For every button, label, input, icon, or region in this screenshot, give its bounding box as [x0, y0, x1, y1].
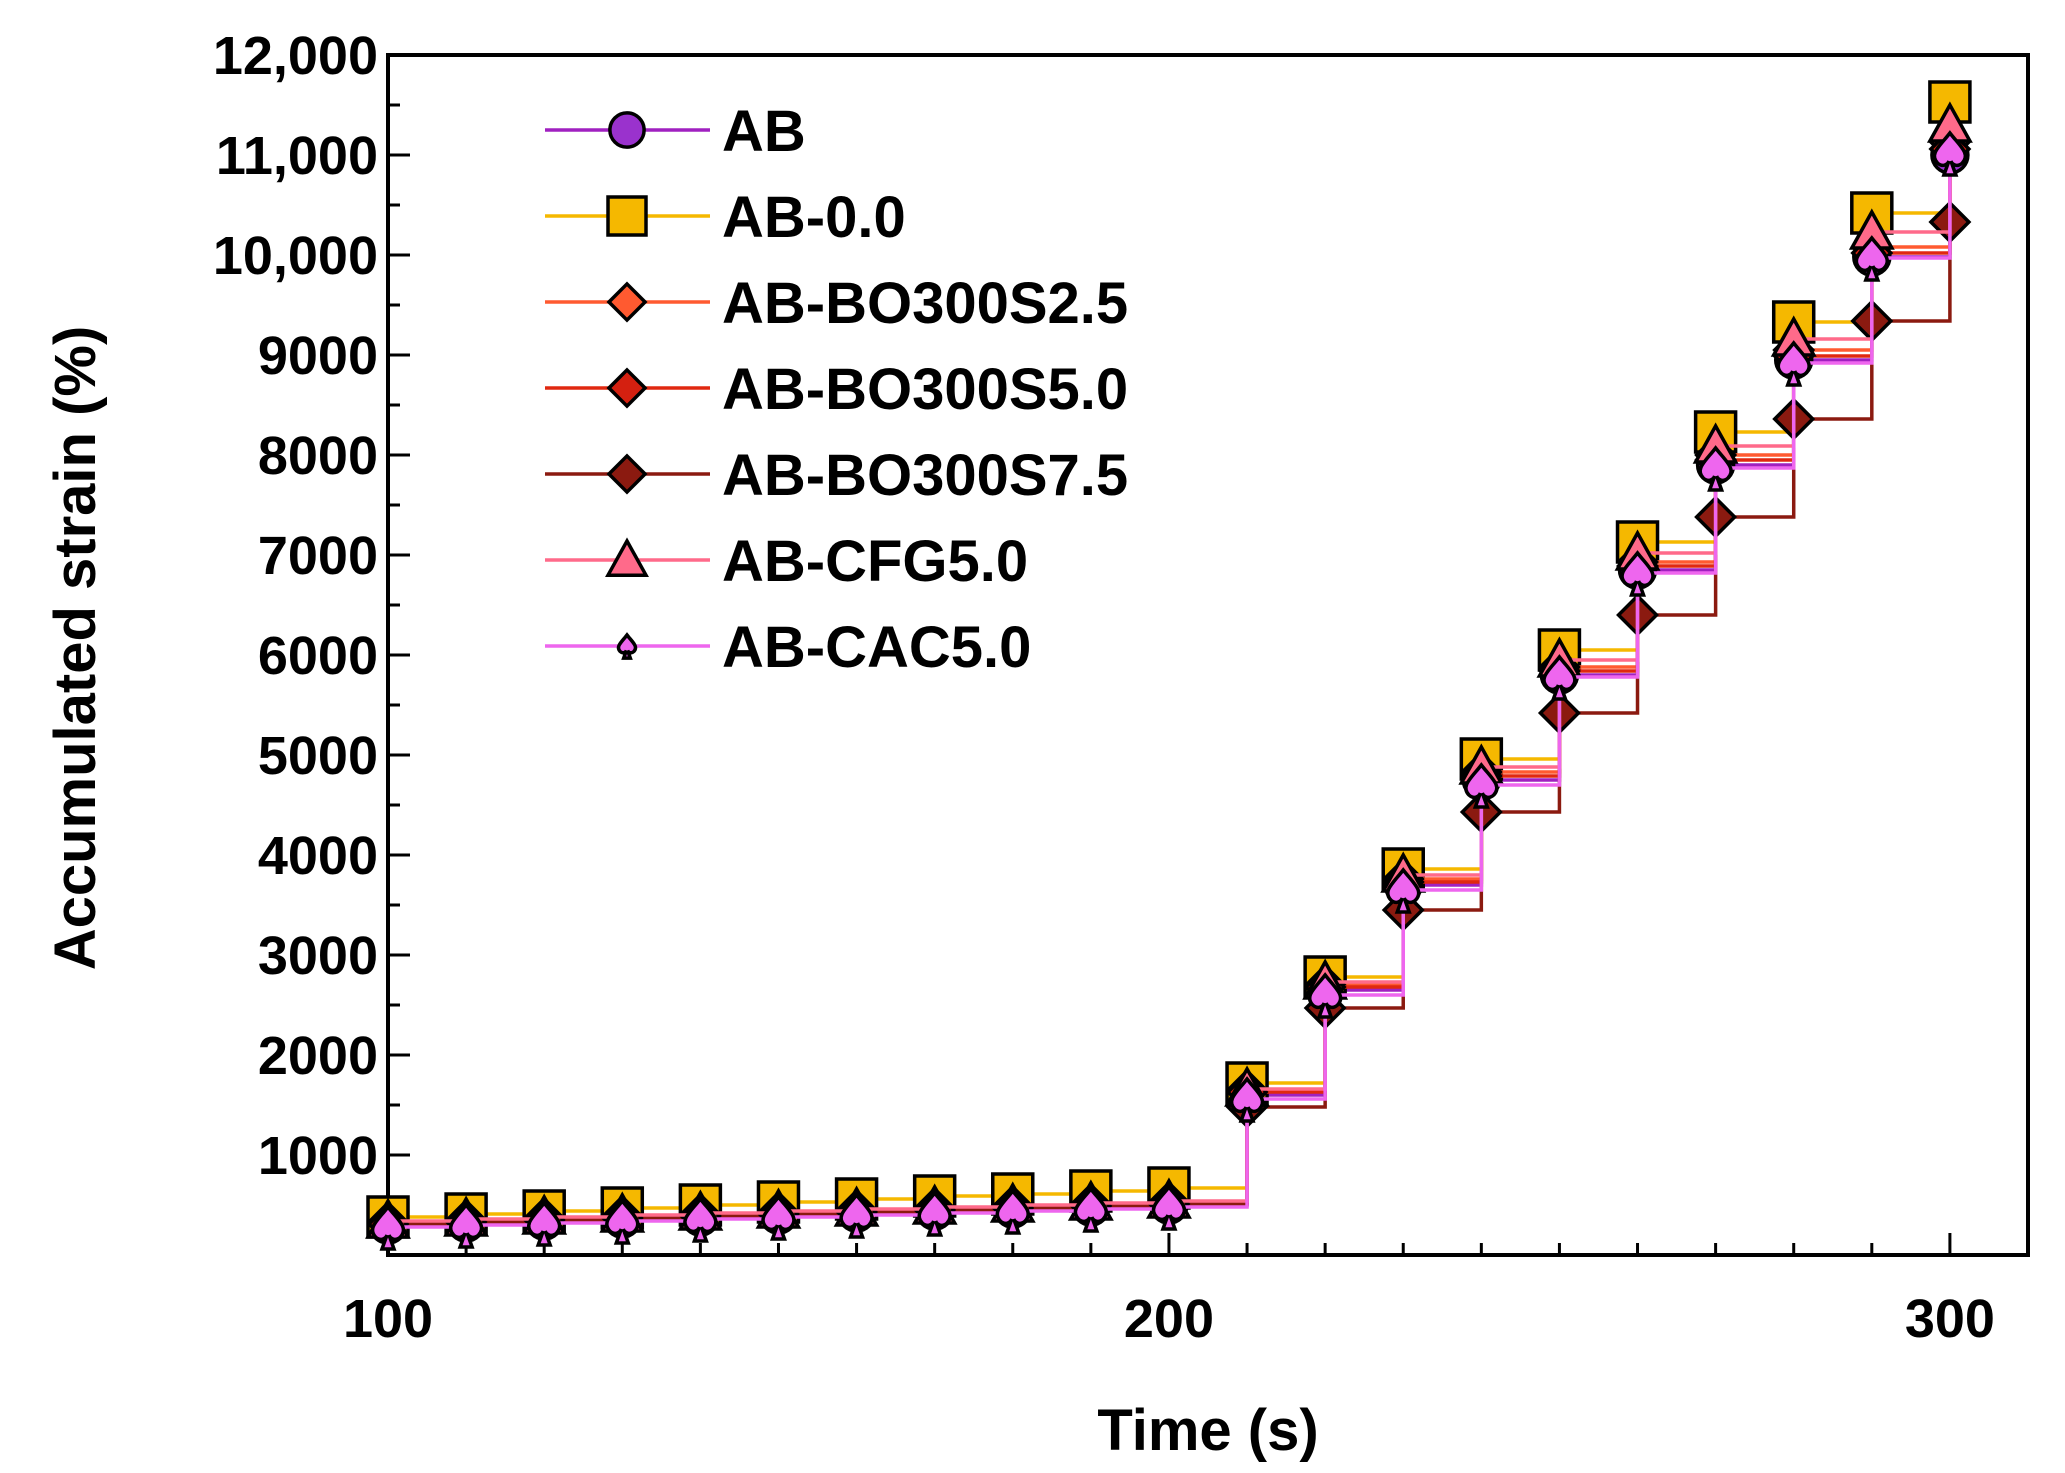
legend-label: AB-BO300S2.5	[722, 271, 1128, 336]
y-tick-label: 11,000	[216, 126, 378, 186]
legend-item: AB	[545, 99, 806, 164]
series-AB-BO300S7.5: AB-BO300S7.5: t=100 s, 310%AB-BO300S7.5:…	[366, 200, 1972, 1246]
legend-label: AB	[722, 99, 806, 164]
y-tick-label: 4000	[258, 826, 378, 886]
legend-marker	[606, 367, 648, 409]
x-axis-title: Time (s)	[1097, 1398, 1318, 1463]
y-tick-label: 5000	[258, 726, 378, 786]
y-tick-label: 8000	[258, 426, 378, 486]
series-AB-CAC5.0: AB-CAC5.0: t=100 s, 280% AB-CAC5.0: t=110…	[370, 130, 1968, 1251]
legend-item: AB-BO300S2.5	[545, 271, 1128, 336]
series-AB-BO300S5.0: AB-BO300S5.0: t=100 s, 320%AB-BO300S5.0:…	[366, 127, 1972, 1245]
data-point: AB-CAC5.0: t=280 s, 8920%	[1776, 340, 1811, 387]
data-point: AB-CAC5.0: t=120 s, 320%	[526, 1200, 562, 1247]
data-point: AB-CAC5.0: t=140 s, 360%	[683, 1196, 718, 1243]
y-tick-label: 2000	[258, 1026, 378, 1086]
data-point: AB-CAC5.0: t=130 s, 340%	[605, 1198, 640, 1245]
data-point: AB-CAC5.0: t=200 s, 480%	[1151, 1184, 1187, 1231]
y-tick-label: 6000	[258, 626, 378, 686]
x-tick-label: 200	[1124, 1289, 1214, 1349]
y-axis-ticks: 1000 2000 3000 4000 5000 6000 7000 8000 9000 10,0…	[213, 26, 410, 1207]
y-tick-label: 10,000	[213, 226, 378, 286]
y-tick-label: 12,000	[213, 26, 378, 86]
x-tick-label: 300	[1905, 1289, 1995, 1349]
y-tick-label: 3000	[258, 926, 378, 986]
data-point: AB-CAC5.0: t=160 s, 400%	[839, 1192, 874, 1239]
y-tick-label: 1000	[258, 1126, 378, 1186]
legend-item: AB-BO300S5.0	[545, 357, 1128, 422]
data-point: AB-CAC5.0: t=240 s, 4700%	[1464, 762, 1499, 809]
legend-item: AB-CFG5.0	[545, 529, 1028, 594]
data-point: AB-CAC5.0: t=150 s, 380%	[761, 1194, 796, 1241]
legend-item: AB-CAC5.0	[545, 615, 1031, 680]
series-layer: AB: t=100 s, 300%AB: t=110 s, 320%AB: t=…	[365, 80, 1973, 1251]
series-AB-0.0: AB-0.0: t=100 s, 380%AB-0.0: t=110 s, 41…	[366, 80, 1972, 1239]
legend-label: AB-BO300S7.5	[722, 443, 1128, 508]
legend-item: AB-BO300S7.5	[545, 443, 1128, 508]
legend-marker	[616, 632, 638, 660]
data-point: AB-CAC5.0: t=100 s, 280%	[370, 1204, 406, 1251]
x-axis-ticks: 100 200 300	[343, 1233, 2030, 1349]
data-point: AB-CAC5.0: t=170 s, 420%	[917, 1190, 952, 1237]
data-point: AB-CAC5.0: t=270 s, 7870%	[1698, 445, 1733, 492]
series-AB-BO300S2.5: AB-BO300S2.5: t=100 s, 330%AB-BO300S2.5:…	[366, 120, 1972, 1244]
legend-marker	[606, 453, 648, 495]
data-point: AB-CAC5.0: t=260 s, 6820%	[1620, 550, 1655, 597]
legend-marker	[608, 111, 646, 149]
data-point: AB-CAC5.0: t=230 s, 3650%	[1386, 867, 1421, 914]
data-point: AB-CAC5.0: t=180 s, 440%	[995, 1188, 1030, 1235]
legend-label: AB-CAC5.0	[722, 615, 1031, 680]
data-point: AB-CAC5.0: t=110 s, 300%	[448, 1202, 484, 1249]
data-point: AB-CAC5.0: t=300 s, 11020%	[1932, 130, 1968, 177]
data-point: AB-CAC5.0: t=290 s, 9970%	[1854, 235, 1890, 282]
data-point: AB-CAC5.0: t=220 s, 2600%	[1307, 972, 1343, 1019]
legend-marker	[606, 195, 648, 237]
legend-label: AB-0.0	[722, 185, 906, 250]
legend: AB AB-0.0 AB-BO300S2.5 AB-BO300S5.0 AB-BO300…	[545, 99, 1128, 680]
legend-label: AB-BO300S5.0	[722, 357, 1128, 422]
y-tick-label: 9000	[258, 326, 378, 386]
x-tick-label: 100	[343, 1289, 433, 1349]
y-axis-title: Accumulated strain (%)	[43, 326, 108, 971]
legend-marker	[606, 281, 648, 323]
series-AB-CFG5.0: AB-CFG5.0: t=100 s, 340%AB-CFG5.0: t=110…	[365, 101, 1973, 1239]
legend-item: AB-0.0	[545, 185, 906, 250]
data-point: AB-CAC5.0: t=250 s, 5780%	[1542, 654, 1577, 701]
data-point: AB-CAC5.0: t=190 s, 460%	[1073, 1186, 1109, 1233]
legend-marker	[605, 537, 649, 577]
y-tick-label: 7000	[258, 526, 378, 586]
legend-label: AB-CFG5.0	[722, 529, 1028, 594]
data-point: AB-CAC5.0: t=210 s, 1560%	[1229, 1076, 1265, 1123]
